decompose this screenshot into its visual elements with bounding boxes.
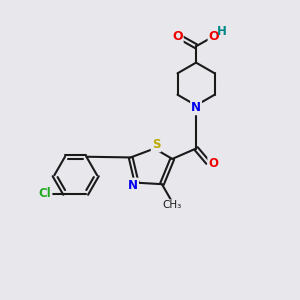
Text: CH₃: CH₃	[163, 200, 182, 210]
Text: O: O	[172, 30, 183, 43]
Text: Cl: Cl	[39, 187, 52, 200]
Text: N: N	[191, 101, 201, 114]
Text: O: O	[208, 30, 219, 43]
Text: N: N	[128, 178, 138, 192]
Text: H: H	[217, 25, 226, 38]
Text: S: S	[152, 138, 160, 152]
Text: O: O	[208, 158, 218, 170]
